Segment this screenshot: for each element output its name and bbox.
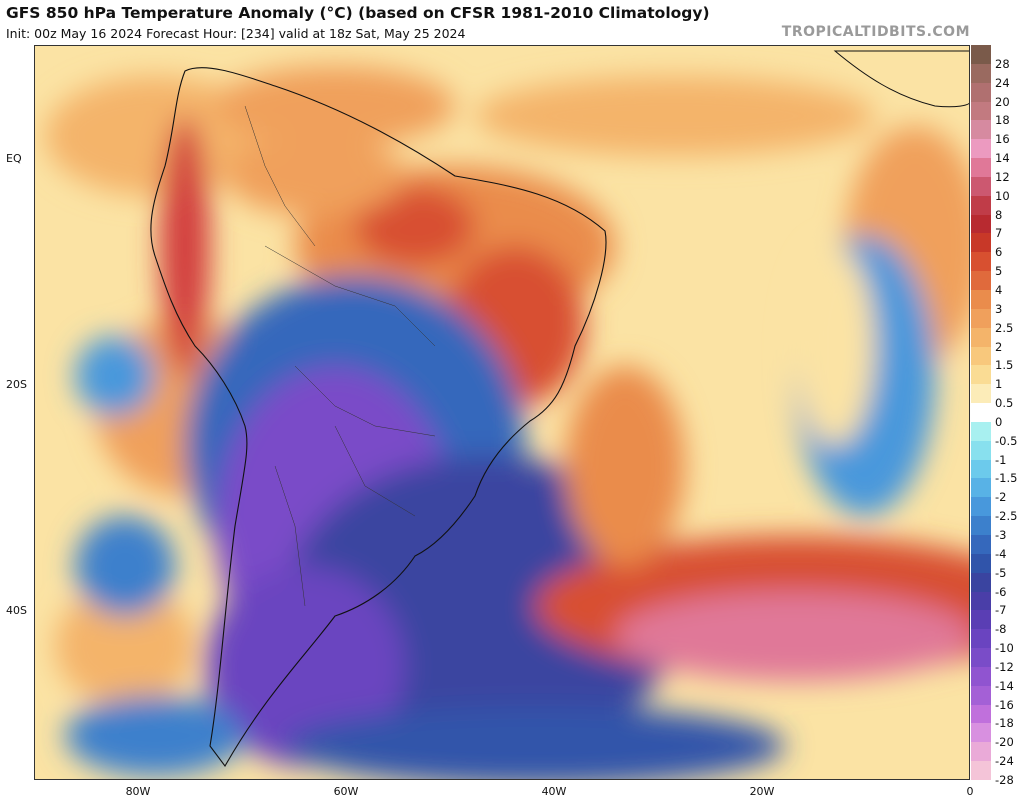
colorbar-label: -16 — [995, 697, 1014, 712]
colorbar-swatch — [971, 101, 991, 121]
colorbar-label: 7 — [995, 226, 1003, 241]
map-canvas — [35, 46, 969, 779]
colorbar-label: -24 — [995, 754, 1014, 769]
colorbar-swatch — [971, 648, 991, 668]
anomaly-map — [34, 45, 970, 780]
colorbar-swatch — [971, 233, 991, 253]
colorbar-label: 24 — [995, 75, 1010, 90]
colorbar-swatch — [971, 704, 991, 724]
lon-label-20w: 20W — [749, 785, 775, 798]
colorbar-label: 12 — [995, 169, 1010, 184]
colorbar-swatch — [971, 666, 991, 687]
colorbar-label: 20 — [995, 94, 1010, 109]
colorbar-swatch — [971, 610, 991, 630]
colorbar-label: 2.5 — [995, 320, 1014, 335]
colorbar-swatch — [971, 535, 991, 555]
lat-label-40s: 40S — [6, 604, 27, 617]
colorbar-swatch — [971, 271, 991, 291]
colorbar-label: 3 — [995, 301, 1003, 316]
colorbar-swatch — [971, 629, 991, 649]
colorbar-label: -1 — [995, 452, 1007, 467]
colorbar-swatch — [971, 63, 991, 84]
colorbar-label: 8 — [995, 207, 1003, 222]
colorbar-label: -8 — [995, 622, 1007, 637]
political-borders — [244, 105, 436, 607]
colorbar-label: -4 — [995, 546, 1007, 561]
colorbar-label: 0.5 — [995, 396, 1014, 411]
colorbar-swatch — [971, 308, 991, 329]
lon-label-80w: 80W — [125, 785, 151, 798]
lon-label-60w: 60W — [333, 785, 359, 798]
chart-title: GFS 850 hPa Temperature Anomaly (°C) (ba… — [6, 4, 710, 22]
colorbar-label: 2 — [995, 339, 1003, 354]
colorbar-label: -20 — [995, 735, 1014, 750]
lon-label-0: 0 — [966, 785, 974, 798]
colorbar-label: -1.5 — [995, 471, 1018, 486]
colorbar-swatch — [971, 45, 991, 65]
colorbar-label: -7 — [995, 603, 1007, 618]
colorbar-swatch — [971, 478, 991, 498]
colorbar-swatch — [971, 120, 991, 140]
colorbar-swatch — [971, 459, 991, 479]
colorbar-label: 5 — [995, 264, 1003, 279]
colorbar-label: 1.5 — [995, 358, 1014, 373]
colorbar-label: -28 — [995, 773, 1014, 787]
colorbar-swatch — [971, 685, 991, 706]
brand-watermark: TROPICALTIDBITS.COM — [781, 24, 970, 40]
colorbar-label: 10 — [995, 188, 1010, 203]
colorbar-swatch — [971, 591, 991, 611]
colorbar-swatch — [971, 421, 991, 442]
colorbar-swatch — [971, 742, 991, 762]
colorbar-label: 18 — [995, 113, 1010, 128]
colorbar — [971, 45, 991, 781]
colorbar-label: 16 — [995, 132, 1010, 147]
colorbar-label: -3 — [995, 528, 1007, 542]
lat-label-20s: 20S — [6, 378, 27, 391]
chart-subtitle: Init: 00z May 16 2024 Forecast Hour: [23… — [6, 26, 466, 41]
colorbar-swatch — [971, 553, 991, 574]
colorbar-swatch — [971, 252, 991, 272]
colorbar-label: -0.5 — [995, 433, 1018, 448]
colorbar-label: -18 — [995, 716, 1014, 731]
colorbar-swatch — [971, 214, 991, 234]
colorbar-label: -5 — [995, 565, 1007, 580]
lat-label-eq: EQ — [6, 152, 22, 165]
colorbar-label: 1 — [995, 377, 1003, 392]
colorbar-swatch — [971, 384, 991, 404]
colorbar-swatch — [971, 290, 991, 310]
colorbar-label: 6 — [995, 245, 1003, 260]
colorbar-swatch — [971, 440, 991, 461]
colorbar-swatch — [971, 158, 991, 178]
colorbar-swatch — [971, 497, 991, 517]
colorbar-swatch — [971, 139, 991, 159]
colorbar-swatch — [971, 516, 991, 536]
colorbar-label: 4 — [995, 283, 1003, 297]
colorbar-swatch — [971, 723, 991, 743]
lon-label-40w: 40W — [541, 785, 567, 798]
colorbar-swatch — [971, 365, 991, 385]
colorbar-label: 14 — [995, 151, 1010, 166]
colorbar-label: 0 — [995, 414, 1003, 429]
colorbar-swatch — [971, 176, 991, 197]
colorbar-label: -2 — [995, 490, 1007, 505]
colorbar-swatch — [971, 403, 991, 423]
colorbar-label: -10 — [995, 641, 1014, 656]
south-america-coastline — [150, 67, 607, 767]
colorbar-label: -12 — [995, 659, 1014, 674]
africa-coastline — [833, 50, 969, 108]
colorbar-swatch — [971, 761, 991, 781]
colorbar-label: -14 — [995, 678, 1014, 693]
colorbar-swatch — [971, 82, 991, 103]
colorbar-label: -6 — [995, 584, 1007, 599]
colorbar-label: 28 — [995, 56, 1010, 71]
colorbar-swatch — [971, 195, 991, 216]
colorbar-label: -2.5 — [995, 509, 1018, 524]
colorbar-swatch — [971, 346, 991, 366]
colorbar-swatch — [971, 327, 991, 348]
colorbar-swatch — [971, 572, 991, 593]
